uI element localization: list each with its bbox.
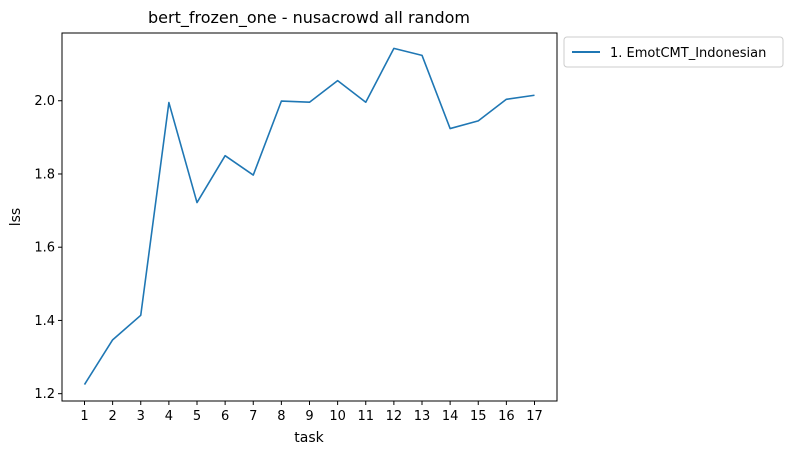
x-tick-label: 8 — [277, 409, 285, 424]
y-tick-label: 1.2 — [34, 387, 55, 402]
data-point — [252, 174, 255, 177]
data-point — [449, 127, 452, 130]
x-tick-label: 17 — [526, 409, 543, 424]
x-tick-label: 10 — [329, 409, 346, 424]
legend-label: 1. EmotCMT_Indonesian — [610, 46, 766, 61]
plot-area — [61, 32, 558, 402]
x-tick-label: 13 — [414, 409, 431, 424]
x-tick-label: 5 — [193, 409, 201, 424]
x-axis-ticks: 1 2 3 4 5 6 7 8 9 10 11 12 13 14 15 16 17 — [80, 401, 543, 424]
x-tick-label: 15 — [470, 409, 487, 424]
y-axis-label: lss — [8, 208, 24, 226]
data-point — [139, 314, 142, 317]
data-point — [477, 119, 480, 122]
x-tick-label: 12 — [386, 409, 403, 424]
data-point — [111, 338, 114, 341]
data-point — [505, 98, 508, 101]
x-tick-label: 9 — [305, 409, 313, 424]
data-point — [533, 94, 536, 97]
x-tick-label: 14 — [442, 409, 459, 424]
x-tick-label: 6 — [221, 409, 229, 424]
x-tick-label: 11 — [357, 409, 374, 424]
data-point — [308, 101, 311, 104]
data-point — [167, 101, 170, 104]
y-tick-label: 1.8 — [34, 167, 55, 182]
y-tick-label: 1.6 — [34, 241, 55, 256]
data-point — [336, 79, 339, 82]
legend: 1. EmotCMT_Indonesian — [563, 36, 784, 68]
y-axis-ticks: 1.2 1.4 1.6 1.8 2.0 — [34, 94, 62, 402]
series-group — [83, 47, 536, 386]
data-point — [421, 54, 424, 57]
chart-title: bert_frozen_one - nusacrowd all random — [148, 8, 470, 28]
x-tick-label: 7 — [249, 409, 257, 424]
x-tick-label: 3 — [137, 409, 145, 424]
y-tick-label: 1.4 — [34, 314, 55, 329]
x-tick-label: 1 — [80, 409, 88, 424]
data-point — [280, 100, 283, 103]
data-point — [364, 101, 367, 104]
data-point — [392, 47, 395, 50]
series-line-1 — [83, 47, 535, 385]
x-tick-label: 16 — [498, 409, 515, 424]
data-point — [196, 201, 199, 204]
x-axis-label: task — [294, 430, 324, 446]
y-tick-label: 2.0 — [34, 94, 55, 109]
legend-box — [563, 36, 784, 68]
data-point — [224, 154, 227, 157]
data-point — [83, 383, 86, 386]
x-tick-label: 4 — [165, 409, 173, 424]
x-tick-label: 2 — [108, 409, 116, 424]
